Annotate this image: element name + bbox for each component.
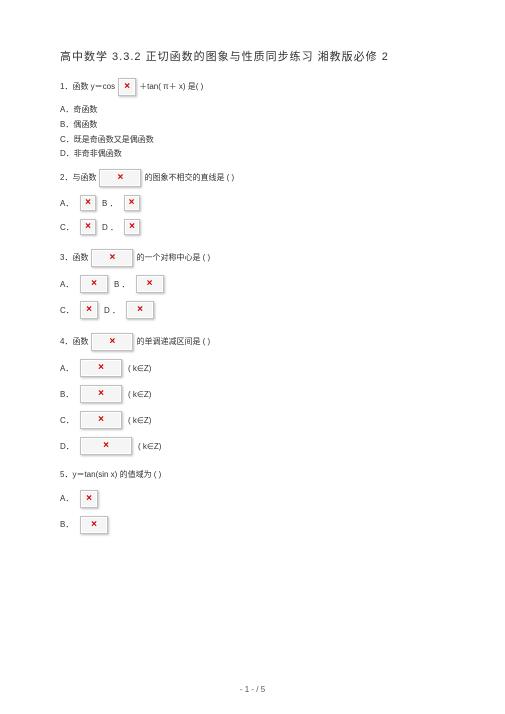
q1-text-a: 1．函数 y＝cos [60,81,115,94]
q5-opt-a: A． [60,490,445,508]
broken-image-icon [80,359,122,377]
q3-opt-a-label: A． [60,279,74,290]
broken-image-icon [91,249,133,267]
q3-text-b: 的一个对称中心是 ( ) [136,252,210,265]
q1-opt-a: A．奇函数 [60,104,445,117]
q1-text-b: ＋tan( π＋ x) 是( ) [139,81,203,94]
q4-opt-a: A． ( k∈Z) [60,359,445,377]
q4-opt-a-suffix: ( k∈Z) [128,364,151,373]
q2-opt-a-label: A． [60,198,74,209]
q4-stem: 4．函数 的单调递减区间是 ( ) [60,333,445,351]
q1-opt-d: D．非奇非偶函数 [60,148,445,161]
q1-stem: 1．函数 y＝cos ＋tan( π＋ x) 是( ) [60,78,445,96]
q3-opt-b-label: B ． [114,279,130,290]
broken-image-icon [126,301,154,319]
q4-opt-c: C． ( k∈Z) [60,411,445,429]
q4-opt-c-label: C． [60,415,74,426]
q3-opt-d-label: D ． [104,305,120,316]
broken-image-icon [136,275,164,293]
q4-text-b: 的单调递减区间是 ( ) [136,336,210,349]
q2-opt-c-label: C． [60,222,74,233]
broken-image-icon [80,301,98,319]
q4-opt-d: D． ( k∈Z) [60,437,445,455]
q3-row-cd: C． D ． [60,301,445,319]
page-footer: - 1 - / 5 [0,685,505,694]
broken-image-icon [80,219,96,235]
page-title: 高中数学 3.3.2 正切函数的图象与性质同步练习 湘教版必修 2 [60,48,445,64]
broken-image-icon [80,195,96,211]
q2-text-a: 2．与函数 [60,172,96,185]
q5-opt-b: B． [60,516,445,534]
q4-opt-b-label: B． [60,389,74,400]
q1-options: A．奇函数 B．偶函数 C．既是奇函数又是偶函数 D．非奇非偶函数 [60,104,445,161]
broken-image-icon [118,78,136,96]
q5-opt-a-label: A． [60,493,74,504]
q2-row-ab: A． B ． [60,195,445,211]
q5-text: 5．y＝tan(sin x) 的值域为 ( ) [60,469,161,482]
q2-opt-d-label: D ． [102,222,118,233]
q4-opt-d-label: D． [60,441,74,452]
q2-text-b: 的图象不相交的直线是 ( ) [144,172,234,185]
broken-image-icon [124,219,140,235]
q3-text-a: 3．函数 [60,252,88,265]
broken-image-icon [91,333,133,351]
q4-opt-a-label: A． [60,363,74,374]
broken-image-icon [80,275,108,293]
broken-image-icon [99,169,141,187]
q2-row-cd: C． D ． [60,219,445,235]
q5-opt-b-label: B． [60,519,74,530]
broken-image-icon [124,195,140,211]
q3-row-ab: A． B ． [60,275,445,293]
q1-opt-c: C．既是奇函数又是偶函数 [60,134,445,147]
q3-opt-c-label: C． [60,305,74,316]
broken-image-icon [80,490,98,508]
q1-opt-b: B．偶函数 [60,119,445,132]
q4-opt-b: B． ( k∈Z) [60,385,445,403]
q4-opt-c-suffix: ( k∈Z) [128,416,151,425]
broken-image-icon [80,385,122,403]
q4-text-a: 4．函数 [60,336,88,349]
q5-stem: 5．y＝tan(sin x) 的值域为 ( ) [60,469,445,482]
broken-image-icon [80,516,108,534]
q4-opt-d-suffix: ( k∈Z) [138,442,161,451]
q2-opt-b-label: B ． [102,198,118,209]
q2-stem: 2．与函数 的图象不相交的直线是 ( ) [60,169,445,187]
q4-opt-b-suffix: ( k∈Z) [128,390,151,399]
q3-stem: 3．函数 的一个对称中心是 ( ) [60,249,445,267]
broken-image-icon [80,411,122,429]
broken-image-icon [80,437,132,455]
